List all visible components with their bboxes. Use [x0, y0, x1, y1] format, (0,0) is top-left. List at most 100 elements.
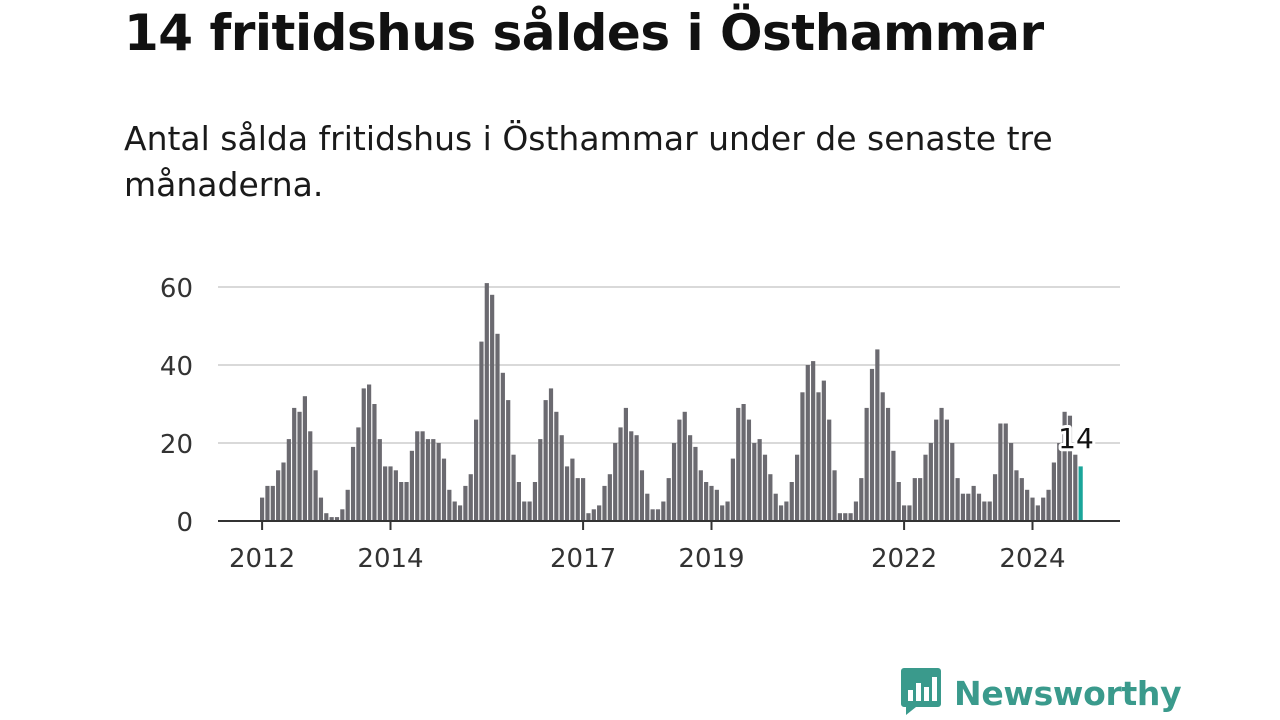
page-title: 14 fritidshus såldes i Östhammar [124, 4, 1044, 62]
bar [356, 427, 361, 521]
grid-lines [218, 286, 1120, 444]
bar [955, 478, 960, 521]
bar [313, 470, 318, 521]
bar [864, 407, 869, 521]
bar [329, 517, 334, 521]
highlight-value-label: 14 [1058, 422, 1094, 455]
bar [976, 493, 982, 521]
bar [998, 423, 1003, 521]
bar [1062, 411, 1067, 521]
bar [554, 411, 559, 521]
bar [950, 443, 955, 521]
bar [688, 435, 693, 521]
bar [848, 513, 853, 521]
bar [992, 474, 998, 521]
bar [340, 509, 345, 521]
bar [468, 474, 473, 521]
bar [639, 470, 645, 521]
bar [805, 365, 810, 521]
bar [292, 407, 297, 521]
bar [902, 505, 907, 521]
bar [548, 388, 554, 521]
bar [1057, 443, 1062, 521]
bar [581, 478, 586, 521]
bar [885, 407, 891, 521]
y-tick-label: 60 [160, 274, 193, 304]
bar [324, 513, 329, 521]
page-subtitle: Antal sålda fritidshus i Östhammar under… [124, 119, 1053, 204]
bar [479, 341, 484, 521]
bar [966, 493, 971, 521]
bar [377, 439, 382, 521]
bar [800, 392, 805, 521]
brand-name: Newsworthy [954, 673, 1182, 713]
bar [720, 505, 725, 521]
bar [404, 482, 409, 521]
bar [623, 407, 628, 521]
axes [218, 520, 1120, 530]
bar [1019, 478, 1024, 521]
bar [1067, 415, 1073, 521]
bar [409, 450, 414, 521]
bar [939, 407, 944, 521]
bar [704, 482, 709, 521]
bar [875, 349, 880, 521]
bar [859, 478, 864, 521]
bar [795, 454, 800, 521]
bar [484, 283, 489, 521]
bar [361, 388, 366, 521]
bar [607, 474, 612, 521]
bar [527, 501, 532, 521]
bar [286, 439, 291, 521]
bar-highlight [1078, 466, 1083, 521]
bar [457, 505, 463, 521]
bar [923, 454, 928, 521]
bar [452, 501, 457, 521]
bar [559, 435, 564, 521]
bar [441, 458, 447, 521]
bar [1073, 454, 1078, 521]
bar [372, 404, 377, 521]
bar [655, 509, 661, 521]
bar [928, 443, 933, 521]
y-tick-label: 20 [160, 430, 193, 460]
bar [265, 485, 270, 521]
bar [784, 501, 789, 521]
bar [431, 439, 436, 521]
bar [891, 450, 896, 521]
bar [907, 505, 912, 521]
bar [511, 454, 516, 521]
x-tick-label: 2024 [999, 544, 1065, 574]
bar [270, 485, 275, 521]
bar [425, 439, 431, 521]
bar [463, 485, 468, 521]
bar [987, 501, 992, 521]
bar [837, 513, 842, 521]
bar [827, 419, 832, 521]
y-tick-label: 0 [176, 508, 193, 538]
bar [474, 419, 479, 521]
bar [752, 443, 757, 521]
bar [1014, 470, 1019, 521]
bar [345, 489, 350, 521]
brand-logo: Newsworthy [900, 668, 1182, 718]
highlight-label-halo: 14 [1058, 422, 1094, 455]
bar [586, 513, 591, 521]
bar [522, 501, 527, 521]
bar [971, 485, 976, 521]
bar [490, 294, 495, 521]
x-tick-label: 2022 [871, 544, 937, 574]
bar [880, 392, 885, 521]
bar [960, 493, 966, 521]
bar [383, 466, 388, 521]
bar [543, 400, 548, 521]
bar [318, 497, 324, 521]
bar [698, 470, 703, 521]
bar [629, 431, 634, 521]
bar [773, 493, 778, 521]
bar [912, 478, 917, 521]
bar [495, 333, 500, 521]
bar [821, 380, 826, 521]
bar [308, 431, 313, 521]
bar [666, 478, 671, 521]
